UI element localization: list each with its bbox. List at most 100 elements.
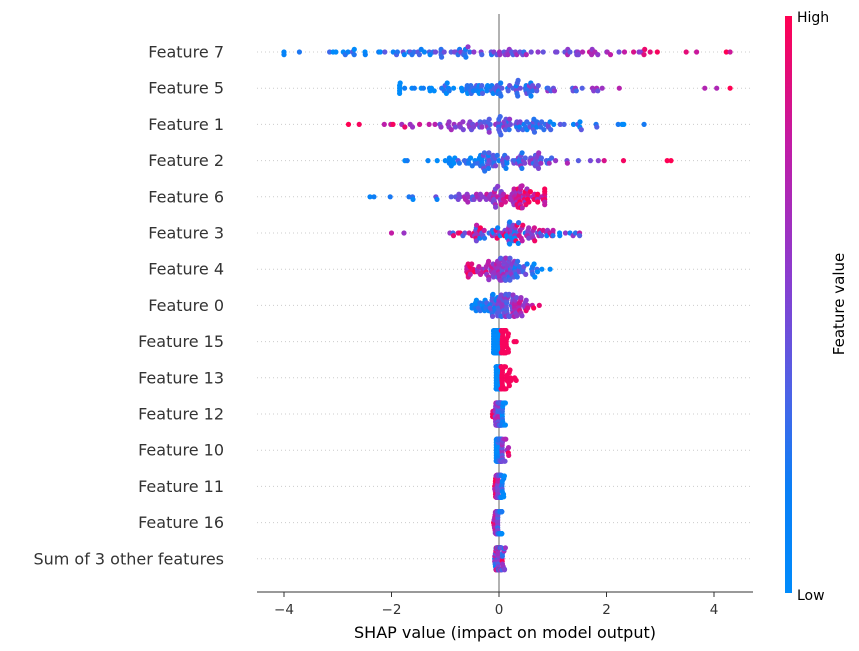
shap-point	[474, 222, 480, 228]
feature-label: Feature 7	[148, 43, 224, 62]
shap-point	[577, 233, 583, 239]
shap-point	[409, 124, 416, 130]
shap-point	[507, 219, 513, 225]
shap-point	[381, 121, 387, 127]
feature-label: Feature 15	[138, 332, 224, 351]
shap-point	[468, 155, 474, 161]
shap-point	[683, 49, 689, 55]
shap-point	[421, 49, 427, 55]
shap-point	[486, 116, 492, 122]
shap-point	[513, 377, 519, 383]
shap-point	[538, 160, 544, 166]
shap-point	[727, 85, 733, 91]
shap-point	[519, 313, 525, 319]
shap-point	[417, 121, 423, 127]
shap-point	[481, 227, 487, 233]
shap-point	[570, 121, 577, 127]
shap-point	[487, 121, 493, 127]
shap-point	[642, 46, 648, 53]
shap-point	[535, 49, 541, 55]
shap-point	[620, 158, 627, 164]
shap-point	[469, 261, 475, 267]
shap-point	[541, 127, 547, 133]
shap-point	[519, 205, 525, 211]
shap-point	[390, 121, 396, 127]
shap-point	[504, 155, 510, 161]
shap-point	[484, 88, 490, 94]
shap-point	[377, 49, 383, 55]
shap-point	[459, 88, 465, 94]
shap-point	[532, 238, 538, 244]
shap-point	[532, 274, 538, 280]
shap-point	[529, 88, 536, 94]
x-tick-label: −4	[274, 602, 294, 618]
shap-point	[490, 313, 496, 319]
shap-point	[498, 93, 504, 99]
shap-point	[587, 158, 594, 164]
shap-point	[502, 199, 508, 205]
shap-point	[485, 83, 491, 89]
shap-point	[599, 85, 605, 91]
shap-point	[333, 49, 339, 55]
shap-point	[479, 83, 485, 89]
shap-point	[362, 52, 368, 58]
shap-point	[495, 183, 501, 189]
shap-point	[438, 124, 444, 130]
shap-point	[490, 291, 496, 297]
shap-point	[502, 400, 508, 406]
shap-point	[296, 49, 302, 55]
shap-point	[411, 85, 417, 91]
shap-point	[486, 258, 492, 264]
feature-label: Feature 12	[138, 405, 224, 424]
shap-point	[444, 80, 450, 86]
shap-point	[448, 127, 454, 133]
x-tick-label: −2	[382, 602, 402, 618]
shap-point	[500, 191, 507, 197]
shap-point	[507, 121, 513, 127]
shap-point	[499, 509, 505, 515]
shap-point	[479, 124, 485, 130]
shap-point	[493, 204, 499, 210]
feature-label: Feature 1	[148, 115, 224, 134]
shap-point	[481, 150, 487, 156]
shap-point	[457, 194, 463, 200]
shap-point	[539, 233, 545, 239]
shap-point	[561, 121, 567, 127]
shap-point	[668, 158, 674, 164]
shap-point	[573, 88, 579, 94]
shap-point	[460, 127, 466, 133]
shap-point	[515, 258, 521, 264]
shap-point	[481, 235, 488, 241]
shap-point	[463, 54, 469, 60]
shap-point	[641, 52, 647, 58]
shap-point	[616, 49, 622, 55]
feature-label: Feature 5	[148, 79, 224, 98]
x-tick-label: 0	[495, 602, 504, 618]
feature-label: Feature 6	[148, 187, 224, 206]
shap-point	[522, 155, 528, 161]
shap-point	[514, 295, 520, 301]
shap-point	[410, 196, 416, 202]
shap-point	[641, 121, 647, 127]
feature-labels: Feature 7 Feature 5 Feature 1 Feature 2 Feat…	[33, 43, 224, 569]
shap-point	[442, 158, 448, 164]
shap-point	[416, 52, 422, 58]
shap-point	[551, 88, 558, 94]
shap-point	[434, 158, 440, 164]
shap-point	[522, 160, 528, 166]
shap-point	[494, 152, 500, 158]
shap-point	[498, 255, 504, 261]
shap-point	[553, 158, 559, 164]
shap-point	[441, 49, 447, 55]
shap-point	[486, 277, 492, 283]
shap-point	[371, 194, 377, 200]
shap-point	[595, 52, 601, 58]
shap-point	[526, 235, 532, 241]
shap-point	[486, 150, 492, 156]
shap-point	[607, 52, 614, 58]
shap-point	[345, 49, 351, 55]
shap-point	[451, 85, 457, 91]
shap-point	[579, 85, 585, 91]
shap-point	[426, 121, 432, 127]
shap-point	[542, 186, 548, 192]
